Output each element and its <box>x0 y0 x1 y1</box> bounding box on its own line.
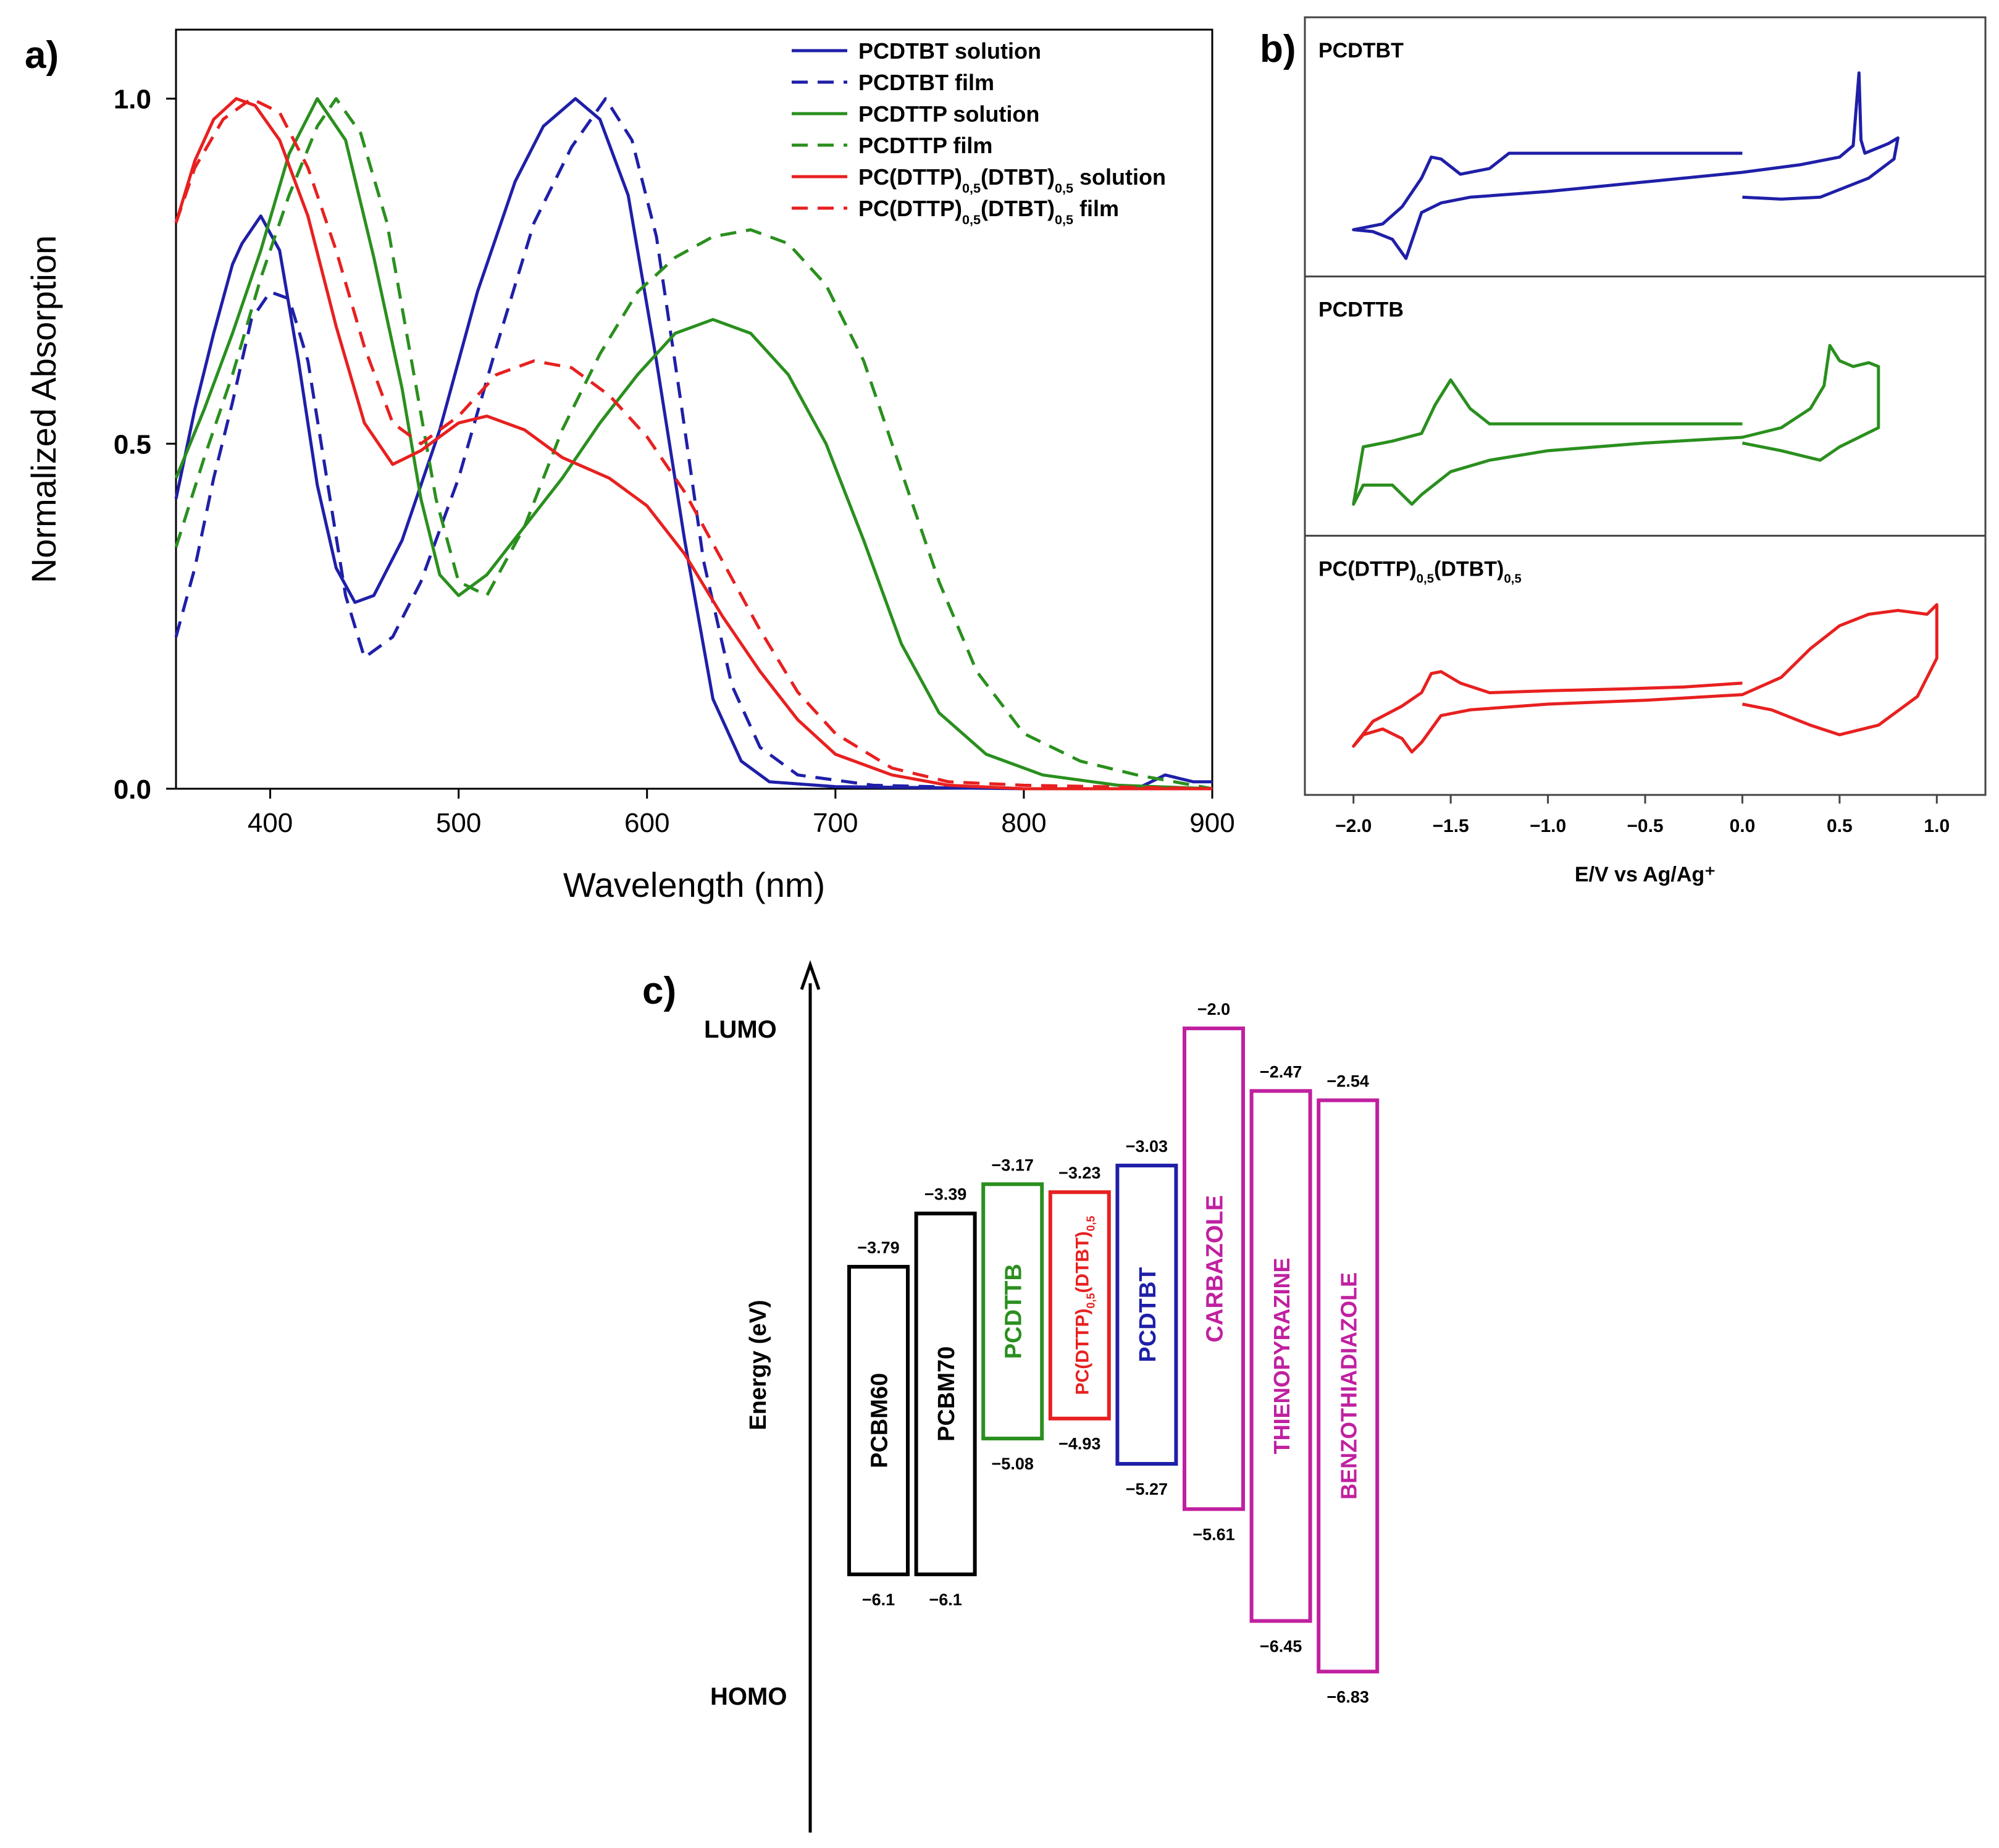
panel-c-energy-levels: c) LUMO HOMO Energy (eV) −3.79 −6.1 PCBM60 −3.3… <box>642 960 1380 1833</box>
energy-bar-carbazole <box>1183 1027 1245 1511</box>
lumo-value: −3.39 <box>924 1185 966 1204</box>
homo-value: −5.27 <box>1126 1480 1168 1498</box>
lumo-value: −3.79 <box>857 1238 899 1257</box>
cv-x-tick-label: 0.0 <box>1730 816 1756 836</box>
homo-value: −6.1 <box>862 1590 895 1609</box>
legend-label: PCDTBT solution <box>858 38 1041 64</box>
energy-bar-label: PCBM70 <box>934 1346 960 1442</box>
homo-value: −6.83 <box>1327 1687 1369 1706</box>
energy-bar-benzothiadiazole <box>1317 1098 1380 1674</box>
energy-bar-pcbm70 <box>914 1211 977 1576</box>
cv-trace-pc-dttp-0-5-dtbt-0-5 <box>1352 603 1938 754</box>
cv-x-tick-label: −0.5 <box>1627 816 1663 836</box>
y-tick-label: 0.5 <box>114 429 151 460</box>
energy-bar-label: CARBAZOLE <box>1202 1195 1228 1343</box>
x-tick-label: 400 <box>248 808 293 838</box>
energy-bar-label: PCDTBT <box>1135 1267 1161 1362</box>
x-tick-label: 600 <box>624 808 669 838</box>
series-pc-dttp-0-5-dtbt-0-5-solution <box>174 97 1212 791</box>
homo-value: −6.1 <box>929 1590 962 1609</box>
lumo-value: −3.23 <box>1058 1164 1100 1182</box>
panel-label-b: b) <box>1260 28 1296 70</box>
legend-label: PCDTBT film <box>858 70 994 95</box>
lumo-value: −2.47 <box>1260 1062 1302 1081</box>
homo-value: −6.45 <box>1260 1637 1302 1655</box>
series-pcdtbt-solution <box>174 97 1212 791</box>
cv-x-tick-label: −1.5 <box>1433 816 1469 836</box>
series-pc-dttp-0-5-dtbt-0-5-film <box>174 97 1213 791</box>
cv-x-tick-label: 1.0 <box>1924 816 1950 836</box>
panel-a-absorption-chart: a) 400 500 600 700 800 900 0.0 0.5 1.0 Wavelength … <box>24 28 1235 904</box>
cv-panel-label: PCDTBT <box>1318 39 1404 62</box>
y-tick-label: 0.0 <box>114 775 151 805</box>
series-pcdttp-solution <box>174 97 1213 791</box>
lumo-value: −2.54 <box>1327 1072 1369 1090</box>
panel-label-c: c) <box>642 970 676 1012</box>
energy-bar-thienopyrazine <box>1249 1089 1312 1623</box>
x-tick-label: 700 <box>813 808 858 838</box>
panel-b-cyclic-voltammetry: b) PCDTBT PCDTTB PC(DTTP)0,5(DTBT)0,5 −2.0 −1… <box>1260 16 1987 886</box>
cv-x-axis-label: E/V vs Ag/Ag⁺ <box>1575 863 1716 886</box>
y-tick-label: 1.0 <box>114 85 151 115</box>
energy-bar-label: THIENOPYRAZINE <box>1269 1258 1294 1454</box>
plot-frame <box>175 28 1213 790</box>
cv-frame <box>1304 16 1987 796</box>
lumo-label: LUMO <box>704 1016 777 1043</box>
cv-x-tick-label: −2.0 <box>1335 816 1372 836</box>
energy-bar-pc-dttp-0-5-dtbt-0-5 <box>1048 1190 1111 1421</box>
panel-label-a: a) <box>25 34 59 77</box>
cv-trace-pcdtbt <box>1352 71 1900 260</box>
energy-bar-pcdttb <box>981 1182 1044 1441</box>
lumo-value: −2.0 <box>1197 1000 1230 1018</box>
energy-axis-arrow <box>800 960 821 990</box>
legend-label: PCDTTP film <box>858 133 992 158</box>
cv-panel-label: PC(DTTP)0,5(DTBT)0,5 <box>1318 557 1522 586</box>
y-axis-label: Normalized Absorption <box>24 235 63 583</box>
series-pcdttp-film <box>174 97 1213 791</box>
x-tick-label: 500 <box>436 808 481 838</box>
energy-bar-label: PC(DTTP)0,5(DTBT)0,5 <box>1072 1216 1097 1395</box>
homo-value: −4.93 <box>1058 1435 1100 1453</box>
homo-value: −5.08 <box>992 1455 1034 1473</box>
homo-value: −5.61 <box>1192 1525 1234 1544</box>
cv-x-tick-label: 0.5 <box>1827 816 1853 836</box>
lumo-value: −3.03 <box>1126 1137 1168 1156</box>
legend-label: PCDTTP solution <box>858 101 1039 127</box>
energy-bar-label: PCBM60 <box>867 1373 893 1468</box>
lumo-value: −3.17 <box>992 1156 1034 1174</box>
x-axis-label: Wavelength (nm) <box>563 865 825 904</box>
energy-bar-pcdtbt <box>1115 1164 1178 1466</box>
series-pcdtbt-film <box>174 97 1212 791</box>
energy-bar-pcbm60 <box>847 1264 910 1576</box>
legend-label: PC(DTTP)0,5(DTBT)0,5 solution <box>858 164 1166 196</box>
x-tick-label: 800 <box>1001 808 1046 838</box>
legend-label: PC(DTTP)0,5(DTBT)0,5 film <box>858 196 1119 227</box>
energy-axis-label: Energy (eV) <box>745 1300 771 1430</box>
cv-x-tick-label: −1.0 <box>1530 816 1566 836</box>
x-tick-label: 900 <box>1189 808 1234 838</box>
energy-bar-label: BENZOTHIADIAZOLE <box>1336 1272 1362 1500</box>
homo-label: HOMO <box>710 1683 787 1710</box>
cv-trace-pcdttb <box>1352 343 1880 506</box>
cv-panel-label: PCDTTB <box>1318 298 1404 322</box>
energy-bar-label: PCDTTB <box>1001 1264 1027 1359</box>
